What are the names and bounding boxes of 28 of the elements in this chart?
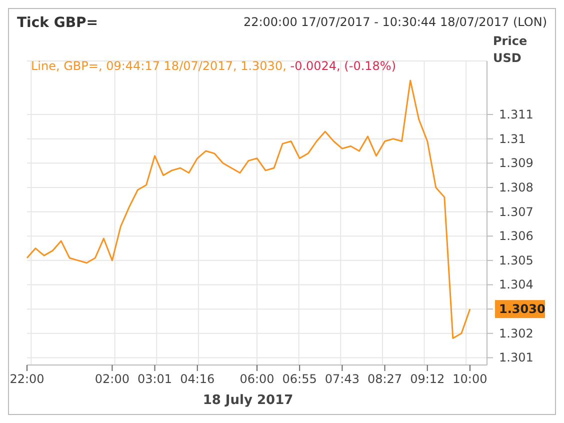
y-tick-label: 1.305 [499, 253, 534, 268]
y-tick-label: 1.306 [499, 229, 534, 244]
y-tick-label: 1.309 [499, 156, 534, 170]
chart-title: Tick GBP= [17, 15, 98, 31]
x-tick-label: 03:01 [137, 372, 172, 386]
y-axis-title: Price USD [493, 33, 528, 67]
y-tick-label: 1.304 [499, 278, 534, 292]
y-tick-label: 1.302 [499, 326, 534, 340]
x-tick-label: 08:27 [367, 372, 402, 386]
y-tick-label: 1.31 [499, 132, 526, 146]
x-tick-label: 04:16 [180, 372, 215, 386]
x-tick-label: 22:00 [10, 372, 44, 386]
y-tick-label: 1.301 [499, 350, 534, 365]
x-tick-label: 02:00 [94, 372, 130, 386]
y-tick-label: 1.3030 [499, 302, 546, 316]
x-tick-label: 07:43 [324, 372, 360, 386]
annotation: -0.0024, (-0.18%) [290, 59, 396, 73]
text: Line, GBP=, 09:44:17 18/07/2017, 1.3030, [31, 59, 288, 73]
chart-subtitle: 22:00:00 17/07/2017 - 10:30:44 18/07/2017 (LON) [243, 15, 547, 29]
x-tick-label: 06:55 [282, 372, 317, 386]
y-tick-label: 1.311 [499, 108, 534, 122]
x-tick-label: 09:12 [410, 372, 445, 386]
line-series [26, 80, 471, 339]
x-tick-label: 06:00 [240, 372, 274, 386]
x-axis-title: 18 July 2017 [202, 393, 294, 408]
x-tick-label: 10:00 [452, 372, 488, 386]
y-tick-label: 1.307 [499, 204, 534, 219]
y-tick-label: 1.308 [499, 180, 534, 194]
